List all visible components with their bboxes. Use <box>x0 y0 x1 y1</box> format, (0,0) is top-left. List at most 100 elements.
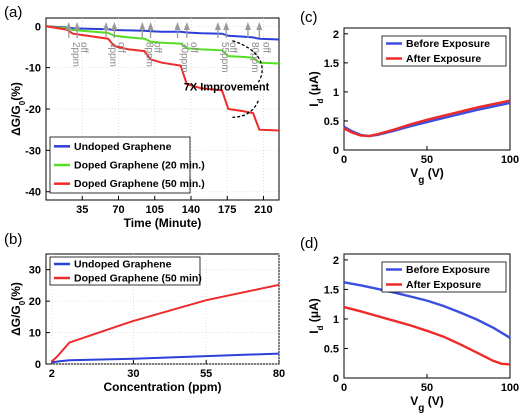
series-line-2 <box>343 305 511 366</box>
series-line-2 <box>45 25 280 65</box>
x-tick-label: 55 <box>200 368 212 380</box>
y-axis-title-main: I <box>307 330 321 333</box>
x-axis-title: Time (Minute) <box>124 216 202 230</box>
y-tick-label: 10 <box>29 328 41 340</box>
y-axis-title-main: ΔG/G <box>9 105 23 136</box>
x-tick-label: 100 <box>501 154 519 166</box>
annotation-arrowhead <box>183 22 190 30</box>
panel-c-label: (c) <box>300 9 318 26</box>
y-axis-title-main: ΔG/G <box>9 305 23 336</box>
x-tick-label: 100 <box>501 382 519 394</box>
annotation-label: 55ppm <box>219 42 230 73</box>
annotation-arrowhead <box>223 22 230 30</box>
x-tick-label: 210 <box>254 204 272 216</box>
x-axis-title-sub: g <box>418 403 424 414</box>
legend-entry: Undoped Graphene <box>74 259 172 271</box>
x-axis-title-main: V <box>410 394 418 408</box>
y-axis-title-main: I <box>307 103 321 106</box>
series-line-1 <box>51 352 280 364</box>
legend-box <box>381 261 507 293</box>
annotation-arrowhead <box>111 22 118 30</box>
callout-text: 7X Improvement <box>184 81 270 93</box>
x-axis-title: Vg (V) <box>410 166 443 186</box>
y-tick-label: 0 <box>35 359 41 371</box>
annotation-label: 2ppm <box>70 42 81 67</box>
panel-a-plot: 35 70 105 140 175 210 0 -10 -20 -30 -40 Time (Minut… <box>9 17 280 230</box>
legend-box <box>49 256 201 286</box>
x-tick-label: 0 <box>341 154 347 166</box>
y-tick-label: 2 <box>333 29 339 41</box>
x-tick-label: 175 <box>218 204 236 216</box>
x-axis-title-main: V <box>410 166 418 180</box>
annotation-label: 4ppm <box>107 42 118 67</box>
x-tick-label: 30 <box>127 368 139 380</box>
y-tick-label: 0.5 <box>324 116 339 128</box>
y-tick-label: 20 <box>29 296 41 308</box>
annotation-arrowhead <box>256 22 263 30</box>
annotation-arrowhead <box>174 22 181 30</box>
annotation-label: off <box>260 42 271 53</box>
y-axis-title-sub: 0 <box>18 300 27 305</box>
y-axis-title: Id (μA) <box>307 298 325 334</box>
legend-entry: Undoped Graphene <box>74 141 172 153</box>
annotation-arrowhead <box>103 22 110 30</box>
legend-entry: Before Exposure <box>406 38 490 50</box>
annotation-label: 8ppm <box>143 42 154 67</box>
y-axis-title-sub: d <box>316 325 325 330</box>
x-axis-title-unit: (V) <box>424 394 443 408</box>
series-line-2 <box>343 99 511 138</box>
y-tick-label: 1.5 <box>324 58 339 70</box>
panel-c-plot: 0 50 100 0 0.5 1 1.5 2 Vg (V) Id (μA) Before Expos… <box>307 27 519 186</box>
y-axis-title-sub: d <box>316 98 325 103</box>
x-tick-label: 50 <box>421 382 433 394</box>
y-axis-title-unit: (%) <box>9 82 23 101</box>
y-tick-label: 1 <box>333 87 339 99</box>
y-tick-label: 0 <box>35 21 41 33</box>
panel-c: (c) 0 50 100 0 0.5 1 1.5 2 Vg (V) Id (μA) Before E… <box>300 9 519 186</box>
y-axis-title-unit: (μA) <box>307 71 321 98</box>
x-axis-title-sub: g <box>418 175 424 186</box>
annotation-label: off <box>115 42 126 53</box>
legend-entry: After Exposure <box>406 279 481 291</box>
annotation-label: 30ppm <box>179 42 190 73</box>
annotation-arrowhead <box>74 22 81 30</box>
x-axis-title: Vg (V) <box>410 394 443 414</box>
y-tick-label: 1 <box>333 314 339 326</box>
legend-entry: Doped Graphene (50 min.) <box>74 178 205 190</box>
legend-entry: After Exposure <box>406 53 481 65</box>
series-line-2 <box>51 283 280 363</box>
annotation-arrowhead <box>147 22 154 30</box>
panel-d: (d) 0 50 100 0 0.5 1 1.5 2 Vg (V) Id (μA) Before E… <box>300 235 519 414</box>
annotation-arrowhead <box>244 22 251 30</box>
x-tick-label: 50 <box>421 154 433 166</box>
annotation-label: off <box>188 42 199 53</box>
y-axis-title: ΔG/G0(%) <box>9 82 27 136</box>
callout-arrow-upper <box>232 40 263 83</box>
y-axis-title-unit: (μA) <box>307 298 321 325</box>
legend-box <box>49 136 191 194</box>
x-axis-title-unit: (V) <box>424 166 443 180</box>
y-tick-label: -10 <box>25 63 41 75</box>
panel-d-label: (d) <box>300 235 318 252</box>
y-tick-label: 0 <box>333 145 339 157</box>
legend-entry: Doped Graphene (20 min.) <box>74 160 205 172</box>
x-tick-label: 80 <box>273 368 285 380</box>
x-tick-label: 0 <box>341 382 347 394</box>
y-tick-label: 2 <box>333 255 339 267</box>
y-tick-label: 0.5 <box>324 343 339 355</box>
y-axis-title-unit: (%) <box>9 282 23 301</box>
annotation-label: off <box>227 42 238 53</box>
y-axis-title: ΔG/G0(%) <box>9 282 27 336</box>
y-axis-title: Id (μA) <box>307 71 325 107</box>
y-tick-label: -40 <box>25 187 41 199</box>
annotation-label: off <box>152 42 163 53</box>
y-tick-label: 1.5 <box>324 284 339 296</box>
x-tick-label: 70 <box>112 204 124 216</box>
annotation-label: 80ppm <box>249 42 260 73</box>
panel-b-label: (b) <box>4 231 22 248</box>
series-line-1 <box>45 25 280 41</box>
x-tick-label: 35 <box>76 204 88 216</box>
panel-a-label: (a) <box>4 4 22 21</box>
